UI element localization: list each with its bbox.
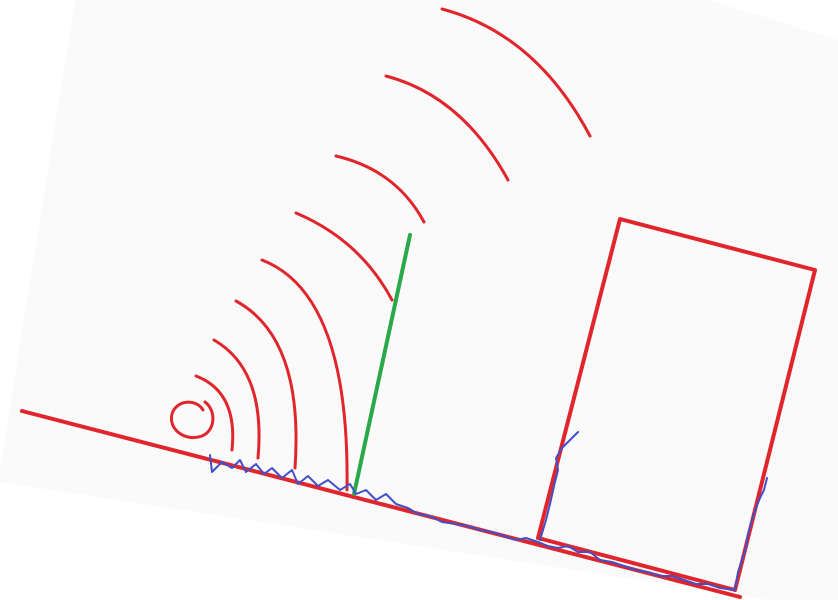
wave-arcs — [194, 7, 592, 492]
wall-trace — [539, 431, 579, 541]
wave-arc — [334, 154, 426, 224]
green-pole — [352, 233, 412, 496]
ground-trace — [209, 454, 736, 591]
wave-arc — [294, 211, 394, 302]
wall-trace — [734, 477, 768, 591]
wave-arc — [194, 374, 235, 452]
wave-arc — [384, 74, 510, 182]
wave-arc — [234, 299, 298, 470]
ground-line — [20, 409, 742, 599]
wave-arc — [212, 338, 261, 460]
wave-arc — [260, 258, 349, 492]
source-circle — [169, 400, 215, 439]
wave-arc — [440, 7, 592, 138]
